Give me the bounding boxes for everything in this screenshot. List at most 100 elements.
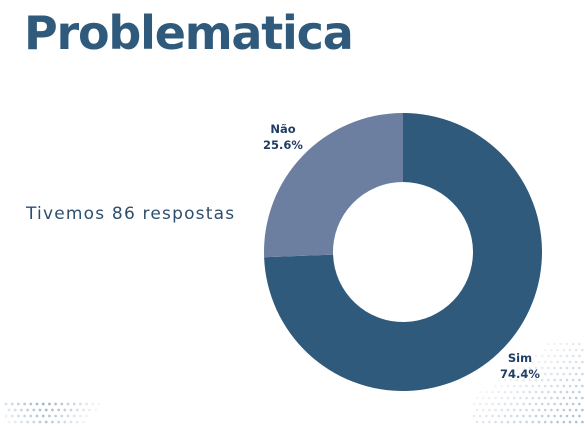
decorative-dot xyxy=(512,396,516,400)
decorative-dot xyxy=(556,420,559,424)
decorative-dot xyxy=(516,366,519,370)
decorative-dot xyxy=(66,414,70,418)
decorative-dot xyxy=(547,354,550,358)
decorative-dot xyxy=(509,378,513,382)
decorative-dot xyxy=(75,420,79,424)
decorative-dot xyxy=(550,348,553,352)
decorative-dot xyxy=(509,390,513,394)
decorative-dot xyxy=(506,420,510,424)
decorative-dot xyxy=(531,372,535,376)
decorative-dot xyxy=(4,402,8,406)
decorative-dot xyxy=(574,420,578,424)
slice-label-nao: Não xyxy=(270,122,295,136)
decorative-dot xyxy=(519,372,522,376)
decorative-dot xyxy=(522,390,525,394)
decorative-dot xyxy=(581,396,584,400)
decorative-dot xyxy=(543,396,547,400)
decorative-dot xyxy=(72,414,76,418)
decorative-dot xyxy=(550,396,553,400)
decorative-dot xyxy=(568,396,572,400)
decorative-dot xyxy=(565,414,569,418)
decorative-dot xyxy=(540,378,544,382)
decorative-dot xyxy=(528,414,532,418)
decorative-dot xyxy=(556,360,559,364)
decorative-dot xyxy=(525,384,528,388)
decorative-dot xyxy=(581,348,584,352)
decorative-dot xyxy=(528,390,532,394)
decorative-dot xyxy=(79,414,82,418)
decorative-dot xyxy=(537,360,541,364)
decorative-dot xyxy=(23,414,26,418)
decorative-dot xyxy=(7,408,11,412)
decorative-dot xyxy=(488,408,491,412)
decorative-dot xyxy=(503,390,507,394)
decorative-dot xyxy=(497,414,501,418)
decorative-dot xyxy=(574,360,578,364)
decorative-dot xyxy=(481,396,485,400)
decorative-dot xyxy=(537,396,541,400)
decorative-dot xyxy=(574,348,578,352)
decorative-dot xyxy=(540,390,544,394)
page-title: Problematica xyxy=(24,6,354,60)
decorative-dot xyxy=(525,372,528,376)
decorative-dot xyxy=(494,384,497,388)
decorative-dot xyxy=(571,342,575,346)
decorative-dot xyxy=(531,408,535,412)
decorative-dot xyxy=(497,402,501,406)
decorative-dot xyxy=(568,348,572,352)
decorative-dot xyxy=(534,402,538,406)
decorative-dot xyxy=(568,384,572,388)
decorative-dot xyxy=(553,354,556,358)
decorative-dot xyxy=(531,384,535,388)
decorative-dot xyxy=(503,378,507,382)
decorative-dot xyxy=(478,390,482,394)
decorative-dot xyxy=(503,402,507,406)
decorative-dot xyxy=(565,390,569,394)
decorative-dot xyxy=(26,408,29,412)
donut-slices xyxy=(263,113,542,391)
decorative-dot xyxy=(562,420,566,424)
decorative-dot xyxy=(17,414,20,418)
decorative-dot xyxy=(519,384,522,388)
decorative-dots-right xyxy=(472,342,584,424)
decorative-dot xyxy=(581,420,584,424)
decorative-dot xyxy=(559,342,563,346)
decorative-dot xyxy=(568,372,572,376)
decorative-dot xyxy=(85,402,88,406)
decorative-dot xyxy=(547,378,550,382)
decorative-dot xyxy=(553,402,556,406)
decorative-dot xyxy=(472,414,476,418)
decorative-dot xyxy=(578,414,581,418)
decorative-dot xyxy=(512,372,516,376)
decorative-dot xyxy=(491,402,494,406)
decorative-dot xyxy=(66,402,70,406)
decorative-dot xyxy=(472,402,476,406)
decorative-dot xyxy=(547,414,550,418)
decorative-dot xyxy=(543,360,547,364)
decorative-dot xyxy=(559,378,563,382)
decorative-dot xyxy=(88,408,91,412)
decorative-dot xyxy=(553,366,556,370)
decorative-dot xyxy=(562,348,566,352)
decorative-dot xyxy=(494,420,497,424)
decorative-dot xyxy=(20,420,23,424)
decorative-dot xyxy=(497,390,501,394)
decorative-dot xyxy=(534,414,538,418)
decorative-dot xyxy=(537,408,541,412)
decorative-dot xyxy=(17,402,20,406)
decorative-dot xyxy=(578,354,581,358)
decorative-dot xyxy=(63,420,67,424)
decorative-dot xyxy=(553,414,556,418)
decorative-dot xyxy=(494,408,497,412)
decorative-dot xyxy=(475,408,479,412)
decorative-dot xyxy=(512,420,516,424)
decorative-dot xyxy=(481,420,485,424)
decorative-dot xyxy=(537,384,541,388)
decorative-dot xyxy=(478,414,482,418)
decorative-dot xyxy=(475,420,479,424)
decorative-dot xyxy=(60,402,64,406)
slice-sim xyxy=(264,113,542,391)
decorative-dot xyxy=(497,378,501,382)
decorative-dot xyxy=(547,366,550,370)
